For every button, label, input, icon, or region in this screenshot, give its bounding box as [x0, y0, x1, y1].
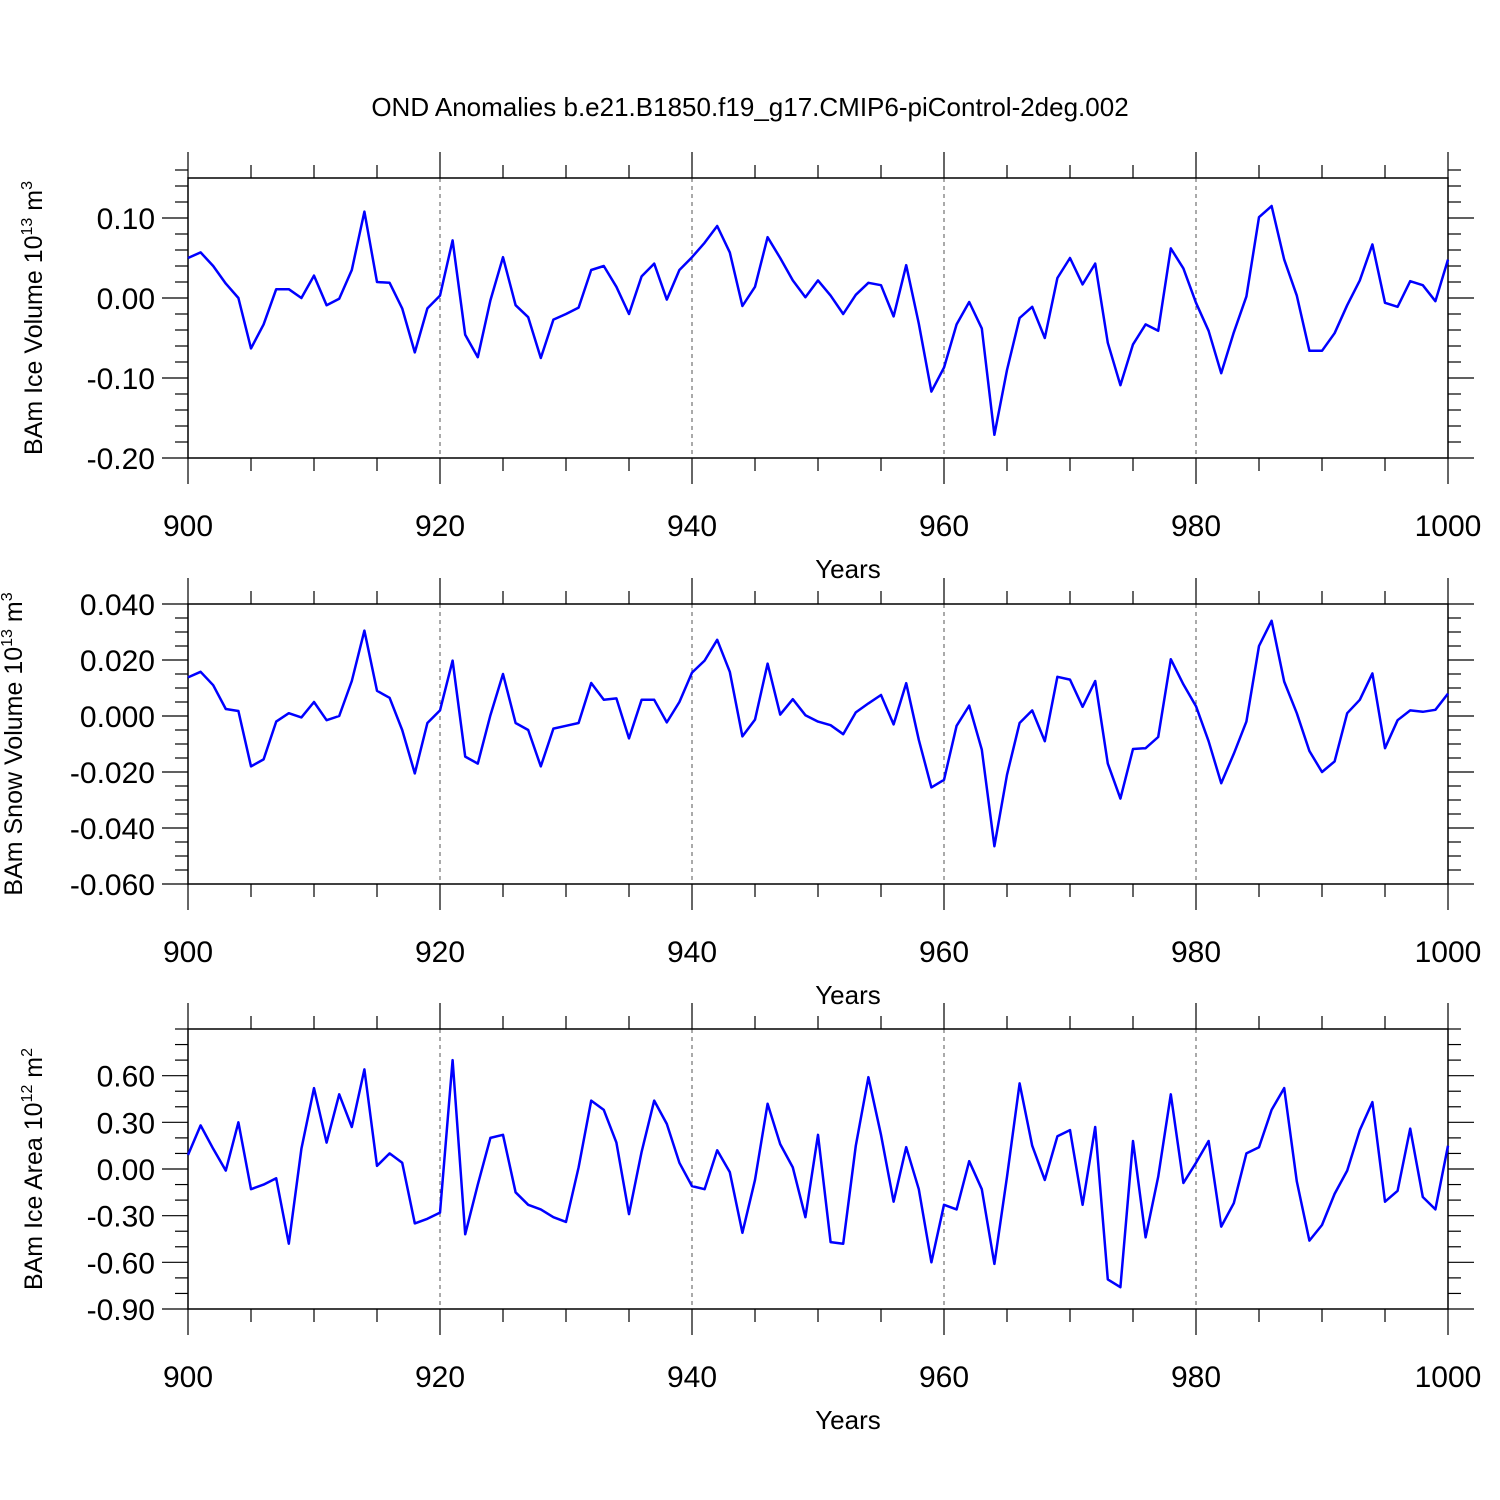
y-axis-label-text: BAm Snow Volume 10: [0, 647, 28, 896]
x-tick-label: 960: [919, 1361, 969, 1394]
panel-2: 900 920 940 960 980 1000 0.040 0.020 0.000 -0.020…: [0, 578, 1481, 1010]
x-tick-label: 920: [415, 936, 465, 969]
y-tick-label: 0.00: [97, 1154, 155, 1187]
x-tick-label: 960: [919, 936, 969, 969]
x-axis-label: Years: [815, 980, 881, 1010]
y-axis-label-unit-exponent: 2: [19, 1048, 36, 1057]
series-line: [187, 619, 1449, 848]
x-tick-label: 940: [667, 936, 717, 969]
y-tick-label: -0.90: [87, 1294, 155, 1327]
series-line: [187, 204, 1450, 437]
x-tick-label: 920: [415, 1361, 465, 1394]
y-tick-label: 0.040: [80, 589, 155, 622]
y-tick-label: -0.20: [87, 443, 155, 476]
y-tick-label: 0.30: [97, 1107, 155, 1140]
x-tick-label: 900: [163, 510, 213, 543]
y-tick-label: 0.10: [97, 203, 155, 236]
x-tick-label: 980: [1171, 936, 1221, 969]
panel-3: 900 920 940 960 980 1000 0.60 0.30 0.00 -0.30 -0.6…: [19, 1003, 1481, 1435]
x-tick-label: 900: [163, 936, 213, 969]
x-tick-label: 900: [163, 1361, 213, 1394]
y-tick-label: 0.000: [80, 701, 155, 734]
y-axis-label-unit-exponent: 3: [0, 592, 16, 601]
y-tick-label: 0.00: [97, 283, 155, 316]
x-tick-label: 1000: [1415, 936, 1482, 969]
x-tick-label: 980: [1171, 510, 1221, 543]
series-line: [186, 1058, 1450, 1289]
y-axis-label-exponent: 13: [19, 218, 36, 236]
x-axis-label: Years: [815, 554, 881, 584]
chart-title: OND Anomalies b.e21.B1850.f19_g17.CMIP6-…: [371, 92, 1128, 122]
plot-frame: [187, 1028, 1449, 1310]
y-axis-label-text: BAm Ice Area 10: [20, 1102, 48, 1290]
panel-1: 900 920 940 960 980 1000 0.10 0.00 -0.10 -0.20 Yea…: [19, 152, 1481, 584]
y-axis-label-exponent: 13: [0, 629, 16, 647]
y-axis-label: BAm Snow Volume 1013 m3: [0, 592, 28, 895]
x-axis-label: Years: [815, 1405, 881, 1435]
y-tick-label: -0.060: [70, 869, 155, 902]
y-axis-label: BAm Ice Area 1012 m2: [19, 1048, 48, 1290]
y-tick-label: 0.020: [80, 645, 155, 678]
y-axis-label-exponent: 12: [19, 1085, 36, 1103]
x-tick-label: 940: [667, 1361, 717, 1394]
y-axis-label-unit: m: [20, 1057, 48, 1085]
x-tick-label: 1000: [1415, 510, 1482, 543]
y-axis-label: BAm Ice Volume 1013 m3: [19, 181, 48, 455]
chart-panels: 900 920 940 960 980 1000 0.10 0.00 -0.10 -0.20 Yea…: [0, 152, 1481, 1435]
x-tick-label: 1000: [1415, 1361, 1482, 1394]
y-axis-label-unit: m: [0, 601, 28, 629]
x-tick-label: 920: [415, 510, 465, 543]
y-tick-label: -0.020: [70, 757, 155, 790]
y-axis-label-unit-exponent: 3: [19, 181, 36, 190]
y-tick-label: -0.30: [87, 1201, 155, 1234]
y-tick-label: -0.040: [70, 813, 155, 846]
y-axis-label-unit: m: [20, 190, 48, 218]
y-tick-label: -0.60: [87, 1247, 155, 1280]
y-tick-label: -0.10: [87, 363, 155, 396]
x-tick-label: 940: [667, 510, 717, 543]
x-tick-label: 960: [919, 510, 969, 543]
y-tick-label: 0.60: [97, 1061, 155, 1094]
y-axis-label-text: BAm Ice Volume 10: [20, 235, 48, 455]
x-tick-label: 980: [1171, 1361, 1221, 1394]
